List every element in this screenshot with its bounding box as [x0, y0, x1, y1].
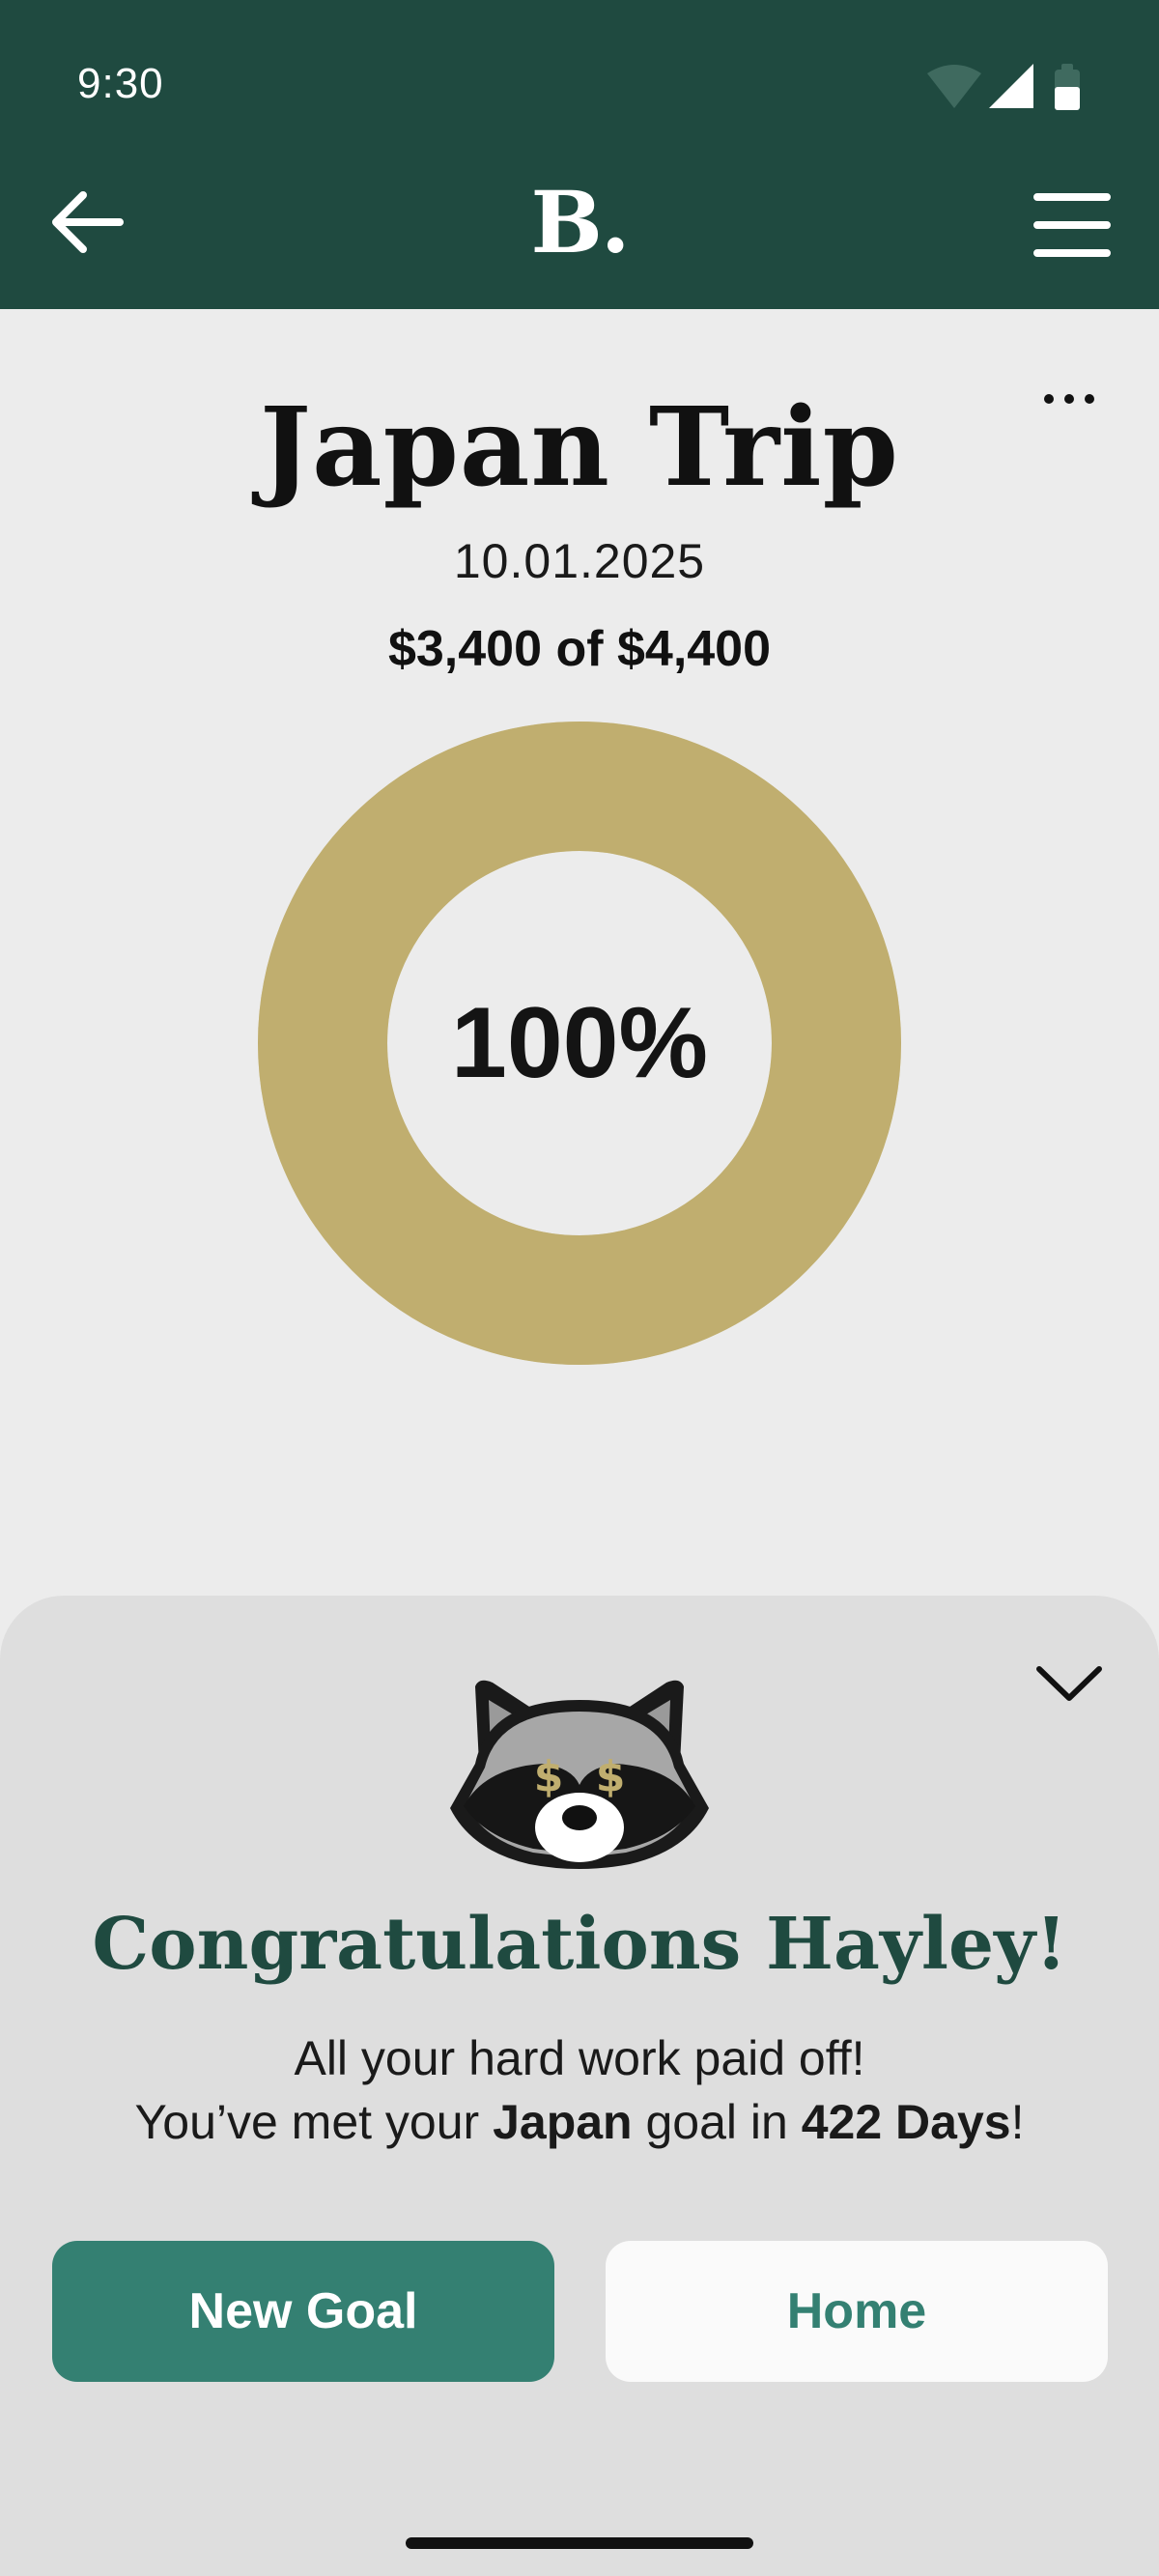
message-text: You’ve met your	[134, 2095, 494, 2149]
goal-amount: $3,400 of $4,400	[387, 621, 772, 677]
arrow-left-icon	[52, 191, 124, 253]
app-logo[interactable]: B.	[530, 172, 630, 272]
ellipsis-icon	[1044, 394, 1094, 404]
home-button[interactable]: Home	[606, 2241, 1108, 2382]
app-header: 9:30 B.	[0, 0, 1159, 309]
message-line-1: All your hard work paid off!	[294, 2031, 865, 2085]
svg-text:$: $	[534, 1752, 564, 1801]
home-indicator[interactable]	[406, 2537, 753, 2549]
congrats-heading: Congratulations Hayley!	[92, 1903, 1067, 1986]
chevron-down-icon	[1036, 1666, 1102, 1701]
raccoon-mascot-icon: $ $	[450, 1680, 709, 1869]
collapse-sheet-button[interactable]	[1035, 1661, 1103, 1710]
message-line-2: You’ve met your Japan goal in 422 Days!	[0, 2090, 1159, 2154]
congrats-message: All your hard work paid off! You’ve met …	[0, 2026, 1159, 2154]
status-icons	[919, 60, 1084, 118]
goal-title: Japan Trip	[260, 384, 899, 511]
wifi-icon	[927, 65, 981, 108]
hamburger-menu-icon	[1033, 193, 1111, 257]
progress-percent: 100%	[451, 986, 708, 1099]
congrats-sheet: $ $ Congratulations Hayley! All your har…	[0, 1596, 1159, 2576]
menu-button[interactable]	[1033, 191, 1111, 259]
goal-name: Japan	[493, 2095, 633, 2149]
progress-ring	[258, 722, 901, 1365]
message-text: !	[1010, 2095, 1025, 2149]
more-options-button[interactable]	[1035, 382, 1103, 415]
status-time: 9:30	[77, 60, 164, 107]
progress-ring-fill	[258, 722, 901, 1365]
back-button[interactable]	[44, 184, 131, 261]
goal-date: 10.01.2025	[453, 534, 706, 588]
svg-text:$: $	[596, 1752, 626, 1801]
new-goal-button[interactable]: New Goal	[52, 2241, 554, 2382]
message-text: goal in	[632, 2095, 802, 2149]
signal-icon	[989, 64, 1033, 108]
days-count: 422 Days	[801, 2095, 1011, 2149]
